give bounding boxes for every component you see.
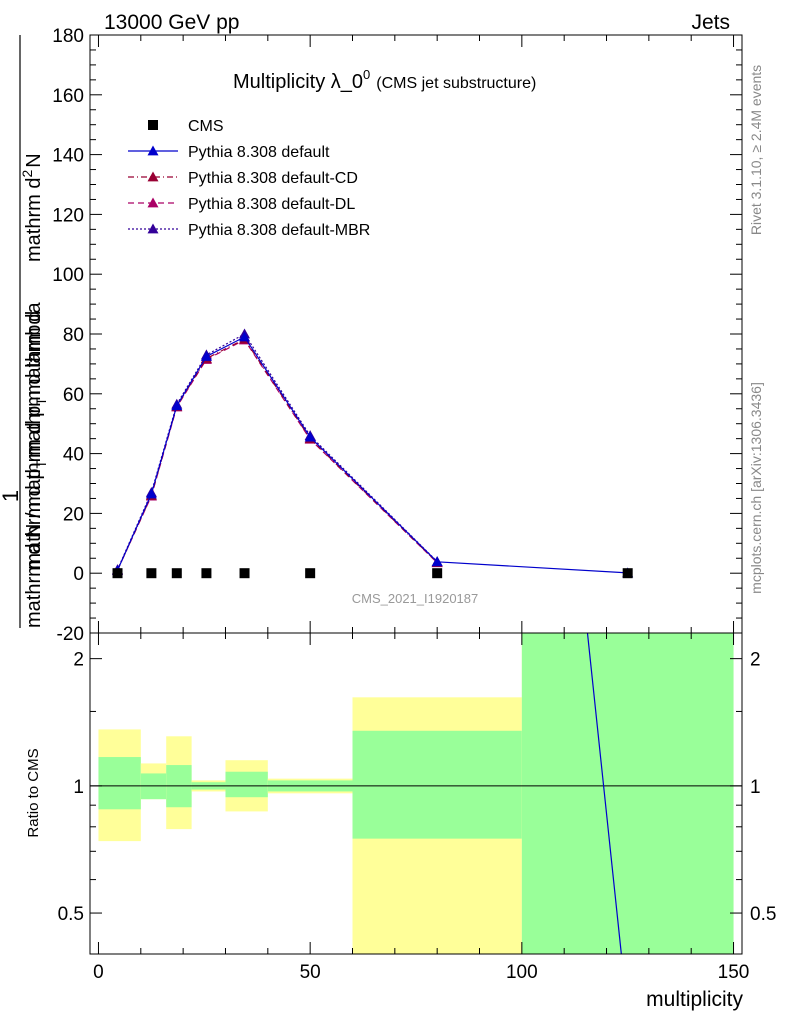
series-point bbox=[304, 431, 316, 442]
legend-marker bbox=[147, 171, 159, 182]
y-label-lower-tail: mathrm d lambda bbox=[23, 301, 45, 457]
legend-label: CMS bbox=[188, 118, 224, 135]
y-label-denominator-sub: T bbox=[33, 397, 49, 406]
main-y-ticks: -20 0 20 40 60 80 100 120 140 160 180 bbox=[52, 26, 742, 645]
legend-item: Pythia 8.308 default-CD bbox=[128, 170, 358, 187]
legend-marker bbox=[147, 223, 159, 234]
plot-title-sup: 0 bbox=[363, 67, 370, 82]
cms-data-point bbox=[146, 568, 157, 579]
x-axis-label: multiplicity bbox=[646, 988, 743, 1011]
main-y-tick-label: 100 bbox=[52, 265, 84, 286]
main-y-axis-label: 1 mathrm d N / mathrm d pTmathrm d mathr… bbox=[0, 35, 49, 628]
main-y-tick-label: 20 bbox=[63, 504, 84, 525]
series-line bbox=[116, 339, 438, 571]
ratio-panel: 0.5 0.5 1 1 2 2 0 50 100 150 Ratio to CMS multipl… bbox=[25, 632, 776, 1011]
series-pythia-8-308-default-mbr bbox=[112, 328, 443, 575]
ratio-green-band bbox=[98, 757, 141, 810]
y-label-numerator-text: mathrm d bbox=[23, 178, 45, 262]
x-tick-label: 0 bbox=[93, 962, 104, 983]
ratio-green-band bbox=[521, 633, 734, 954]
y-label-denominator-text: mathrm d N / mathrm d p bbox=[23, 406, 45, 628]
main-y-tick-label: 80 bbox=[63, 325, 84, 346]
legend-label: Pythia 8.308 default-MBR bbox=[188, 222, 370, 239]
mcplots-label: mcplots.cern.ch [arXiv:1306.3436] bbox=[748, 382, 764, 594]
header-right: Jets bbox=[691, 11, 730, 34]
main-y-tick-label: 160 bbox=[52, 86, 84, 107]
ratio-y-tick-label: 0.5 bbox=[58, 904, 84, 925]
y-label-one: 1 bbox=[0, 490, 23, 502]
ratio-green-band bbox=[352, 730, 522, 839]
legend-item: CMS bbox=[148, 118, 224, 135]
cms-data-point bbox=[622, 568, 633, 579]
series-cms bbox=[112, 568, 633, 579]
legend-item: Pythia 8.308 default-MBR bbox=[128, 222, 370, 239]
y-label-lower-sub: T bbox=[33, 460, 49, 469]
ratio-y-label: Ratio to CMS bbox=[25, 748, 42, 837]
ratio-frame bbox=[89, 632, 743, 955]
y-label-numerator: mathrm d2 N bbox=[19, 153, 45, 262]
cms-data-point bbox=[201, 568, 212, 579]
ratio-y-tick-label-right: 1 bbox=[750, 777, 761, 798]
ratio-bands bbox=[98, 633, 734, 954]
ratio-y-tick-label: 1 bbox=[73, 777, 84, 798]
series-point bbox=[239, 331, 251, 342]
cms-data-point bbox=[112, 568, 123, 579]
analysis-id: CMS_2021_I1920187 bbox=[352, 591, 479, 606]
rivet-label: Rivet 3.1.10, ≥ 2.4M events bbox=[748, 65, 764, 235]
cms-data-point bbox=[305, 568, 316, 579]
legend-marker bbox=[147, 197, 159, 208]
legend-item: Pythia 8.308 default bbox=[128, 144, 330, 161]
main-y-tick-label: 120 bbox=[52, 205, 84, 226]
y-label-lower-line: mathrm d pTmathrm d lambda bbox=[23, 301, 49, 569]
legend-label: Pythia 8.308 default-DL bbox=[188, 196, 355, 213]
series-pythia-8-308-default-cd bbox=[112, 333, 443, 575]
legend-marker bbox=[148, 120, 158, 130]
x-tick-label: 50 bbox=[300, 962, 321, 983]
main-y-tick-label: -20 bbox=[57, 624, 84, 645]
plot-title: Multiplicity λ_00 (CMS jet substructure) bbox=[233, 67, 536, 93]
cms-data-point bbox=[432, 568, 443, 579]
header-left: 13000 GeV pp bbox=[104, 11, 239, 34]
y-label-denominator: mathrm d N / mathrm d pTmathrm d bbox=[23, 311, 49, 628]
main-y-tick-label: 60 bbox=[63, 385, 84, 406]
series-point bbox=[431, 556, 443, 567]
ratio-series-line bbox=[586, 632, 622, 955]
series-line bbox=[116, 338, 438, 571]
plot-title-sub: (CMS jet substructure) bbox=[376, 75, 536, 92]
main-y-tick-label: 0 bbox=[73, 564, 84, 585]
series-pythia-8-308-default bbox=[112, 331, 634, 578]
y-label-denominator-tail: mathrm d bbox=[23, 311, 45, 395]
main-y-tick-label: 140 bbox=[52, 146, 84, 167]
cms-data-point bbox=[239, 568, 250, 579]
ratio-y-tick-label-right: 0.5 bbox=[750, 904, 776, 925]
legend-label: Pythia 8.308 default bbox=[188, 144, 330, 161]
main-y-tick-label: 40 bbox=[63, 445, 84, 466]
ratio-green-band bbox=[225, 771, 268, 798]
series-point bbox=[171, 400, 183, 411]
legend-marker bbox=[147, 145, 159, 156]
cms-data-point bbox=[171, 568, 182, 579]
y-label-numerator-tail: N bbox=[23, 153, 45, 167]
series-line bbox=[116, 333, 438, 570]
series-point bbox=[145, 488, 157, 499]
y-label-lower-text: mathrm d p bbox=[23, 469, 45, 570]
ratio-y-tick-label-right: 2 bbox=[750, 650, 761, 671]
plot-title-main: Multiplicity λ_0 bbox=[233, 71, 363, 93]
x-tick-label: 100 bbox=[506, 962, 538, 983]
legend-item: Pythia 8.308 default-DL bbox=[128, 196, 355, 213]
ratio-y-tick-label: 2 bbox=[73, 650, 84, 671]
series-line bbox=[116, 336, 628, 574]
series-pythia-8-308-default-dl bbox=[112, 334, 443, 575]
main-series bbox=[112, 328, 634, 579]
y-label-numerator-sup: 2 bbox=[19, 170, 35, 178]
x-tick-label: 150 bbox=[718, 962, 750, 983]
legend: CMS Pythia 8.308 default Pythia 8.308 defa… bbox=[128, 118, 370, 239]
main-y-tick-label: 180 bbox=[52, 26, 84, 47]
series-point bbox=[200, 350, 212, 361]
legend-label: Pythia 8.308 default-CD bbox=[188, 170, 358, 187]
ratio-ticks: 0.5 0.5 1 1 2 2 0 50 100 150 bbox=[58, 633, 776, 983]
